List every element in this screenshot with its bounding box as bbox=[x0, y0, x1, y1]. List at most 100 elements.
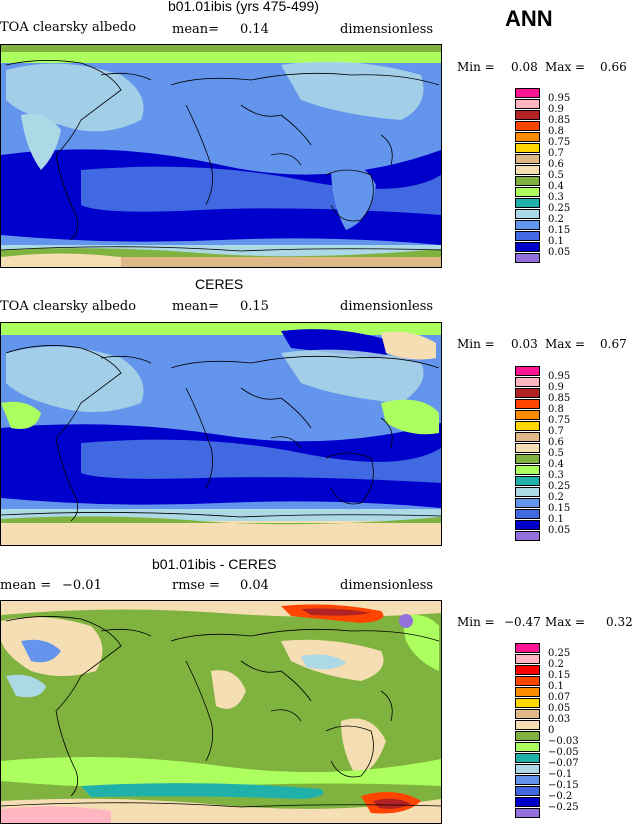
panel3-mean-label: mean = bbox=[0, 578, 52, 593]
panel3-legend-swatch bbox=[515, 775, 540, 785]
panel3-rmse-value: 0.04 bbox=[240, 578, 269, 593]
panel1-map-field bbox=[1, 45, 441, 267]
panel3-units: dimensionless bbox=[340, 578, 434, 593]
panel2-legend-swatch bbox=[515, 399, 540, 409]
panel2-legend: 0.95 0.9 0.85 0.8 0.75 0.7 0.6 0.5 0.4 0… bbox=[515, 366, 595, 541]
panel2-legend-label: 0.25 bbox=[548, 481, 571, 492]
panel1-map bbox=[0, 44, 442, 268]
panel3-legend-swatch bbox=[515, 797, 540, 807]
panel2-legend-label: 0.1 bbox=[548, 514, 564, 525]
panel3-legend-swatch bbox=[515, 643, 540, 653]
panel3-legend-label: 0.03 bbox=[548, 714, 571, 725]
panel2-title: CERES bbox=[195, 276, 244, 292]
panel2-units: dimensionless bbox=[340, 299, 434, 314]
panel2-legend-swatch bbox=[515, 410, 540, 420]
panel2-legend-label: 0.9 bbox=[548, 382, 564, 393]
panel3-legend-swatch bbox=[515, 654, 540, 664]
panel3-legend-label: −0.03 bbox=[548, 736, 579, 747]
panel3-legend-swatch bbox=[515, 698, 540, 708]
panel3-min-label: Min = bbox=[457, 615, 495, 629]
panel1-legend-swatch bbox=[515, 220, 540, 230]
panel2-max-label: Max = bbox=[545, 337, 586, 351]
panel2-legend-swatch bbox=[515, 388, 540, 398]
panel1-legend-swatch bbox=[515, 209, 540, 219]
panel2-legend-swatch bbox=[515, 454, 540, 464]
panel1-mean-label: mean= bbox=[172, 22, 220, 37]
panel2-legend-swatch bbox=[515, 366, 540, 376]
panel1-legend-swatch bbox=[515, 110, 540, 120]
panel3-legend-label: 0.25 bbox=[548, 648, 571, 659]
panel1-legend-swatch bbox=[515, 187, 540, 197]
panel3-legend-label: −0.05 bbox=[548, 747, 579, 758]
panel1-title: b01.01ibis (yrs 475-499) bbox=[168, 0, 319, 14]
panel1-max-label: Max = bbox=[545, 60, 586, 74]
panel1-legend-swatch bbox=[515, 176, 540, 186]
panel1-variable-label: TOA clearsky albedo bbox=[0, 20, 137, 35]
panel3-legend-label: 0.15 bbox=[548, 670, 571, 681]
panel3-legend-label: −0.1 bbox=[548, 769, 573, 780]
panel3-legend-label: 0.1 bbox=[548, 681, 564, 692]
panel2-legend-label: 0.2 bbox=[548, 492, 564, 503]
panel3-max-label: Max = bbox=[545, 615, 586, 629]
panel3-legend-label: −0.2 bbox=[548, 791, 573, 802]
panel2-legend-swatch bbox=[515, 377, 540, 387]
panel2-legend-swatch bbox=[515, 465, 540, 475]
panel2-mean-label: mean= bbox=[172, 299, 220, 314]
panel3-legend-label: −0.07 bbox=[548, 758, 579, 769]
panel3-legend-swatch bbox=[515, 720, 540, 730]
panel2-legend-label: 0.15 bbox=[548, 503, 571, 514]
panel1-legend-label: 0.05 bbox=[548, 247, 571, 258]
panel2-legend-swatch bbox=[515, 531, 540, 541]
panel3-min-value: −0.47 bbox=[504, 615, 541, 629]
panel2-legend-label: 0.8 bbox=[548, 404, 564, 415]
panel2-map-field bbox=[1, 323, 441, 545]
panel1-mean-value: 0.14 bbox=[240, 22, 269, 37]
panel1-legend-label: 0.7 bbox=[548, 148, 564, 159]
panel1-legend-swatch bbox=[515, 88, 540, 98]
panel2-legend-label: 0.3 bbox=[548, 470, 564, 481]
panel3-legend-label: −0.15 bbox=[548, 780, 579, 791]
panel3-legend-swatch bbox=[515, 731, 540, 741]
panel1-legend-swatch bbox=[515, 154, 540, 164]
panel1-legend-label: 0.5 bbox=[548, 170, 564, 181]
panel2-max-value: 0.67 bbox=[600, 337, 627, 351]
panel2-legend-swatch bbox=[515, 498, 540, 508]
panel1-max-value: 0.66 bbox=[600, 60, 627, 74]
panel1-legend-label: 0.8 bbox=[548, 126, 564, 137]
panel1-legend-swatch bbox=[515, 132, 540, 142]
panel1-legend-label: 0.1 bbox=[548, 236, 564, 247]
panel2-legend-label: 0.95 bbox=[548, 371, 571, 382]
panel2-legend-label: 0.75 bbox=[548, 415, 571, 426]
panel2-legend-label: 0.6 bbox=[548, 437, 564, 448]
panel1-legend-label: 0.4 bbox=[548, 181, 564, 192]
panel2-min-value: 0.03 bbox=[511, 337, 538, 351]
panel3-max-value: 0.32 bbox=[606, 615, 633, 629]
panel1-legend-label: 0.95 bbox=[548, 93, 571, 104]
panel2-legend-label: 0.7 bbox=[548, 426, 564, 437]
panel2-legend-swatch bbox=[515, 476, 540, 486]
panel3-map-field bbox=[1, 601, 441, 823]
panel2-legend-swatch bbox=[515, 509, 540, 519]
panel1-min-label: Min = bbox=[457, 60, 495, 74]
panel2-variable-label: TOA clearsky albedo bbox=[0, 299, 137, 314]
panel1-legend-label: 0.2 bbox=[548, 214, 564, 225]
panel3-title: b01.01ibis - CERES bbox=[152, 556, 277, 572]
season-label: ANN bbox=[505, 6, 553, 31]
panel2-min-label: Min = bbox=[457, 337, 495, 351]
panel1-legend-swatch bbox=[515, 99, 540, 109]
panel3-legend-swatch bbox=[515, 753, 540, 763]
panel1-legend-label: 0.15 bbox=[548, 225, 571, 236]
panel3-legend-label: 0.07 bbox=[548, 692, 571, 703]
panel2-map bbox=[0, 322, 442, 546]
panel2-legend-label: 0.5 bbox=[548, 448, 564, 459]
panel3-legend-swatch bbox=[515, 687, 540, 697]
panel1-legend-swatch bbox=[515, 198, 540, 208]
panel1-legend: 0.95 0.9 0.85 0.8 0.75 0.7 0.6 0.5 0.4 0… bbox=[515, 88, 595, 263]
panel1-legend-swatch bbox=[515, 253, 540, 263]
panel3-legend-swatch bbox=[515, 808, 540, 818]
panel1-legend-label: 0.9 bbox=[548, 104, 564, 115]
panel3-legend-label: 0.05 bbox=[548, 703, 571, 714]
panel1-units: dimensionless bbox=[340, 22, 434, 37]
panel3-map bbox=[0, 600, 442, 824]
panel1-legend-label: 0.75 bbox=[548, 137, 571, 148]
